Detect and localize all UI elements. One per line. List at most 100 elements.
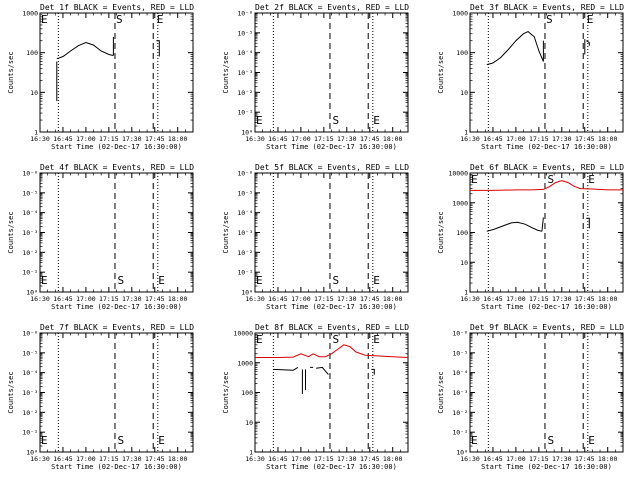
y-tick-label: 1 bbox=[464, 289, 468, 297]
x-tick-label: 17:30 bbox=[122, 135, 142, 143]
start-marker-label: S bbox=[548, 434, 555, 447]
y-axis-label: Counts/sec bbox=[222, 211, 230, 253]
end-marker-label: E bbox=[587, 13, 594, 26]
y-tick-label: 10⁻¹ bbox=[22, 429, 38, 437]
y-tick-label: 10⁻⁵ bbox=[22, 349, 38, 357]
start-marker-label: S bbox=[333, 274, 340, 287]
x-tick-label: 17:45 bbox=[145, 295, 165, 303]
x-tick-label: 17:00 bbox=[291, 295, 311, 303]
x-tick-label: 16:45 bbox=[268, 295, 288, 303]
x-axis-label: Start Time (02-Dec-17 16:30:00) bbox=[481, 463, 612, 471]
y-tick-label: 10⁻⁴ bbox=[237, 209, 253, 217]
end-marker-label: E bbox=[373, 333, 380, 346]
y-tick-label: 10 bbox=[30, 89, 38, 97]
x-tick-label: 16:30 bbox=[460, 135, 480, 143]
x-tick-label: 17:15 bbox=[99, 135, 119, 143]
x-tick-label: 16:45 bbox=[53, 135, 73, 143]
x-tick-label: 17:15 bbox=[314, 455, 334, 463]
x-tick-label: 17:45 bbox=[360, 295, 380, 303]
end-marker-label-left: E bbox=[41, 434, 48, 447]
y-tick-label: 10⁰ bbox=[26, 449, 38, 457]
y-axis-label: Counts/sec bbox=[7, 51, 15, 93]
y-tick-label: 10⁻⁴ bbox=[22, 209, 38, 217]
y-tick-label: 10⁻⁶ bbox=[452, 330, 468, 338]
y-tick-label: 100 bbox=[241, 389, 253, 397]
y-tick-label: 100 bbox=[456, 49, 468, 57]
x-tick-label: 17:00 bbox=[506, 295, 526, 303]
y-tick-label: 10 bbox=[245, 419, 253, 427]
x-tick-label: 17:30 bbox=[552, 295, 572, 303]
x-tick-label: 16:30 bbox=[30, 455, 50, 463]
end-marker-label-left: E bbox=[471, 173, 478, 186]
end-marker-label: E bbox=[588, 434, 595, 447]
chart-panel-7: Det 7f BLACK = Events, RED = LLD 10⁰ 10⁻¹ 1… bbox=[7, 323, 194, 471]
x-tick-label: 16:45 bbox=[483, 295, 503, 303]
chart-panel-4: Det 4f BLACK = Events, RED = LLD 10⁰ 10⁻¹ 1… bbox=[7, 163, 194, 311]
y-tick-label: 10⁻⁴ bbox=[237, 49, 253, 57]
x-tick-label: 17:45 bbox=[575, 135, 595, 143]
chart-panel-3: Det 3f BLACK = Events, RED = LLD 1 10 100 10… bbox=[437, 3, 624, 151]
events-series-line bbox=[273, 366, 299, 371]
x-tick-label: 17:45 bbox=[575, 455, 595, 463]
events-series-line bbox=[486, 31, 544, 66]
y-tick-label: 10000 bbox=[448, 170, 468, 178]
panel-title: Det 1f BLACK = Events, RED = LLD bbox=[40, 3, 194, 12]
x-tick-label: 17:15 bbox=[529, 455, 549, 463]
y-tick-label: 10⁰ bbox=[456, 449, 468, 457]
y-tick-label: 10⁻⁵ bbox=[452, 349, 468, 357]
chart-panel-9: Det 9f BLACK = Events, RED = LLD 10⁰ 10⁻¹ 1… bbox=[437, 323, 624, 471]
y-tick-label: 10⁻⁵ bbox=[237, 189, 253, 197]
end-marker-label-left: E bbox=[41, 274, 48, 287]
plot-frame bbox=[39, 332, 194, 453]
y-tick-label: 10⁻¹ bbox=[237, 269, 253, 277]
y-tick-label: 1000 bbox=[452, 10, 468, 18]
chart-panel-6: Det 6f BLACK = Events, RED = LLD 1 10 100 10… bbox=[437, 163, 624, 311]
y-axis-label: Counts/sec bbox=[437, 51, 445, 93]
end-marker-label-left: E bbox=[256, 274, 263, 287]
plot-frame bbox=[469, 332, 624, 453]
start-marker-label: S bbox=[333, 114, 340, 127]
start-marker-label: S bbox=[116, 13, 123, 26]
y-tick-label: 10⁻² bbox=[237, 249, 253, 257]
x-tick-label: 17:30 bbox=[552, 455, 572, 463]
y-tick-label: 10⁻⁴ bbox=[452, 369, 468, 377]
end-marker-label-left: E bbox=[471, 434, 478, 447]
x-axis-label: Start Time (02-Dec-17 16:30:00) bbox=[266, 303, 397, 311]
start-marker-label: S bbox=[548, 173, 555, 186]
y-tick-label: 1 bbox=[249, 449, 253, 457]
y-axis-label: Counts/sec bbox=[437, 211, 445, 253]
plot-frame bbox=[469, 12, 624, 133]
y-axis-label: Counts/sec bbox=[222, 371, 230, 413]
start-marker-label: S bbox=[118, 434, 125, 447]
end-marker-label: E bbox=[158, 434, 165, 447]
x-axis-label: Start Time (02-Dec-17 16:30:00) bbox=[481, 303, 612, 311]
x-tick-label: 16:45 bbox=[268, 135, 288, 143]
x-axis-label: Start Time (02-Dec-17 16:30:00) bbox=[481, 143, 612, 151]
y-tick-label: 10⁻² bbox=[237, 89, 253, 97]
panel-title: Det 8f BLACK = Events, RED = LLD bbox=[255, 323, 409, 332]
x-tick-label: 16:30 bbox=[460, 295, 480, 303]
x-tick-label: 16:45 bbox=[483, 135, 503, 143]
y-tick-label: 10⁻⁶ bbox=[237, 10, 253, 18]
chart-panel-2: Det 2f BLACK = Events, RED = LLD 10⁰ 10⁻¹ 1… bbox=[222, 3, 409, 151]
x-tick-label: 17:00 bbox=[291, 455, 311, 463]
end-marker-label: E bbox=[373, 114, 380, 127]
x-tick-label: 18:00 bbox=[168, 455, 188, 463]
x-axis-label: Start Time (02-Dec-17 16:30:00) bbox=[51, 303, 182, 311]
x-tick-label: 17:30 bbox=[122, 295, 142, 303]
y-tick-label: 10⁻³ bbox=[237, 229, 253, 237]
start-marker-label: S bbox=[333, 333, 340, 346]
y-tick-label: 100 bbox=[456, 229, 468, 237]
x-tick-label: 18:00 bbox=[168, 135, 188, 143]
x-tick-label: 17:15 bbox=[529, 295, 549, 303]
lld-series-line bbox=[470, 180, 623, 191]
y-tick-label: 10⁻² bbox=[22, 409, 38, 417]
x-tick-label: 17:15 bbox=[99, 295, 119, 303]
plot-frame bbox=[254, 12, 409, 133]
y-axis-label: Counts/sec bbox=[437, 371, 445, 413]
end-marker-label-left: E bbox=[256, 333, 263, 346]
x-tick-label: 16:30 bbox=[245, 295, 265, 303]
y-tick-label: 1 bbox=[34, 129, 38, 137]
x-tick-label: 17:15 bbox=[529, 135, 549, 143]
chart-panel-5: Det 5f BLACK = Events, RED = LLD 10⁰ 10⁻¹ 1… bbox=[222, 163, 409, 311]
